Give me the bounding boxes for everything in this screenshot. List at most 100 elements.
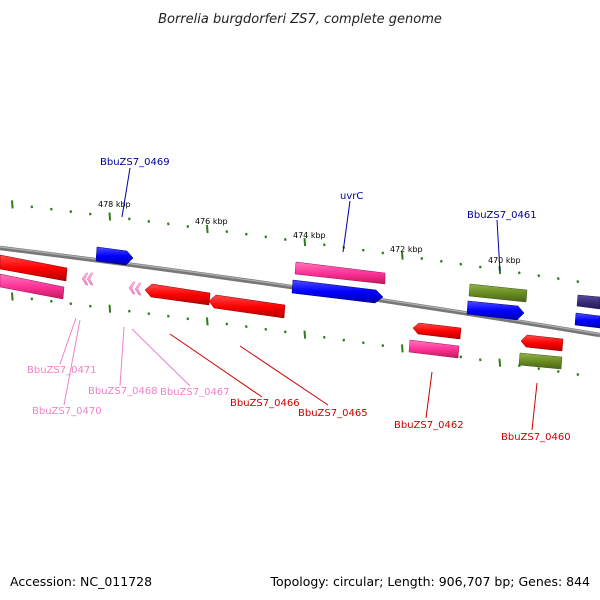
label-bbuzs7-0471[interactable]: BbuZS7_0471 (27, 365, 97, 376)
kbp-label-472: 472 kbp (390, 245, 423, 254)
upper-scale-tick (108, 212, 112, 221)
lower-scale-tick (303, 330, 307, 339)
lower-scale-tick (11, 292, 14, 301)
gene-bbuzs7-0461-olive[interactable] (468, 283, 528, 303)
upper-scale-tick (303, 238, 307, 247)
gene-bbuzs7-0461[interactable] (466, 300, 525, 321)
gene-bbuzs7-0469[interactable] (95, 246, 134, 266)
upper-scale-tick (30, 205, 34, 209)
lower-scale-tick (30, 297, 34, 301)
upper-scale-tick (127, 217, 131, 221)
label-bbuzs7-0468[interactable]: BbuZS7_0468 (88, 386, 158, 397)
lower-scale-tick (108, 304, 112, 313)
upper-scale-tick (478, 265, 482, 269)
label-bbuzs7-0470[interactable]: BbuZS7_0470 (32, 406, 102, 417)
label-bbuzs7-0466[interactable]: BbuZS7_0466 (230, 398, 300, 409)
upper-scale-tick (439, 259, 443, 263)
leader-line-0462 (425, 371, 433, 419)
upper-scale-tick (225, 230, 229, 234)
upper-scale-tick (576, 280, 580, 284)
upper-scale-tick (459, 262, 463, 266)
lower-scale-tick (576, 373, 580, 376)
gene-bbuzs7-0465[interactable] (208, 294, 286, 319)
gene-bbuzs7-0460[interactable] (520, 334, 564, 352)
leader-line-uvrc (342, 200, 351, 253)
lower-scale-tick (49, 299, 53, 303)
leader-line-0468 (119, 326, 125, 387)
lower-scale-tick (361, 341, 365, 345)
upper-scale-tick (283, 238, 287, 241)
gene-uvrc[interactable] (291, 279, 384, 304)
gene-uvrc-magenta[interactable] (294, 261, 386, 285)
lower-scale-tick (478, 358, 482, 362)
leader-line-0470 (63, 319, 81, 406)
label-bbuzs7-0460[interactable]: BbuZS7_0460 (501, 432, 571, 443)
gene-edge-blue[interactable] (574, 312, 600, 329)
map-title: Borrelia burgdorferi ZS7, complete genom… (158, 12, 442, 27)
label-bbuzs7-0465[interactable]: BbuZS7_0465 (298, 408, 368, 419)
upper-scale-tick (361, 248, 365, 252)
upper-scale-tick (186, 225, 190, 228)
label-bbuzs7-0461[interactable]: BbuZS7_0461 (467, 210, 537, 221)
upper-scale-tick (206, 224, 209, 234)
leader-line-0466 (169, 333, 263, 398)
kbp-label-478: 478 kbp (98, 200, 131, 209)
lower-scale-ticks (11, 292, 580, 376)
lower-scale-tick (127, 309, 131, 313)
gene-bbuzs7-0460-olive[interactable] (518, 352, 563, 370)
upper-scale-tick (244, 232, 248, 236)
gene-bbuzs7-0468[interactable] (128, 281, 136, 295)
upper-scale-tick (69, 210, 73, 214)
leader-line-0467 (131, 328, 191, 387)
lower-scale-tick (381, 344, 385, 348)
kbp-label-474: 474 kbp (293, 231, 326, 240)
leader-line-0471 (59, 317, 77, 365)
lower-scale-tick (556, 370, 560, 373)
upper-scale-tick (517, 271, 521, 275)
upper-scale-tick (401, 251, 404, 260)
upper-scale-tick (11, 200, 14, 209)
gene-labels: BbuZS7_0469 uvrC BbuZS7_0461 BbuZS7_0471… (27, 157, 571, 443)
lower-scale-tick (283, 330, 287, 334)
kbp-label-470: 470 kbp (488, 256, 521, 265)
label-bbuzs7-0467[interactable]: BbuZS7_0467 (160, 387, 230, 398)
upper-scale-tick (88, 212, 92, 216)
label-leader-lines (59, 167, 538, 431)
gene-bbuzs7-0462-magenta[interactable] (408, 339, 460, 359)
kbp-label-476: 476 kbp (195, 217, 228, 226)
gene-bbuzs7-0462[interactable] (412, 322, 462, 340)
genome-summary-text: Topology: circular; Length: 906,707 bp; … (270, 574, 591, 589)
gene-bbuzs7-0470[interactable] (0, 273, 65, 300)
lower-scale-tick (69, 302, 73, 306)
lower-scale-tick (225, 322, 229, 326)
lower-scale-tick (401, 344, 404, 353)
label-bbuzs7-0469[interactable]: BbuZS7_0469 (100, 157, 170, 168)
upper-scale-ticks (11, 200, 580, 284)
gene-bbuzs7-0471[interactable] (0, 254, 68, 282)
upper-scale-tick (166, 222, 170, 226)
lower-scale-tick (88, 304, 92, 308)
gene-small-pink-a[interactable] (81, 272, 89, 286)
lower-scale-tick (244, 325, 248, 329)
upper-scale-tick (381, 251, 385, 255)
lower-scale-tick (342, 338, 346, 342)
lower-scale-tick (186, 317, 190, 321)
gene-bbuzs7-0467[interactable] (134, 282, 142, 296)
gene-small-pink-b[interactable] (86, 272, 94, 286)
upper-scale-tick (147, 219, 151, 223)
gene-edge-navy[interactable] (576, 294, 600, 310)
lower-scale-tick (166, 314, 170, 318)
upper-scale-tick (556, 277, 560, 281)
lower-scale-tick (264, 327, 268, 331)
label-bbuzs7-0462[interactable]: BbuZS7_0462 (394, 420, 464, 431)
reverse-strand-genes (0, 254, 564, 370)
upper-scale-tick (264, 235, 268, 239)
leader-line-0461 (496, 219, 501, 272)
gene-bbuzs7-0466[interactable] (144, 283, 211, 306)
leader-line-0469 (121, 167, 131, 218)
label-uvrc[interactable]: uvrC (340, 191, 363, 202)
lower-scale-tick (459, 355, 463, 359)
forward-strand-genes (95, 246, 600, 329)
